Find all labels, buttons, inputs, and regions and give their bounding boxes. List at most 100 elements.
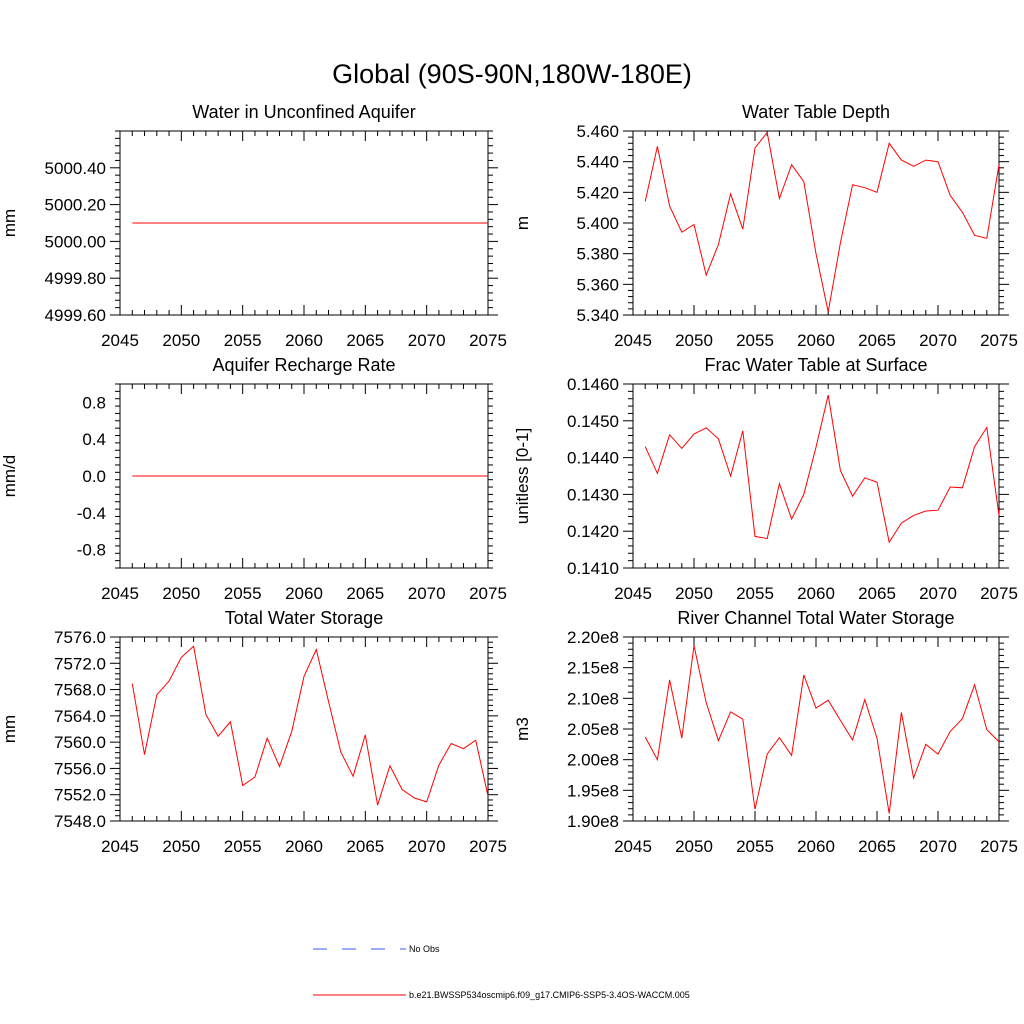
x-tick-label: 2055 — [224, 584, 262, 603]
series-line — [644, 645, 1000, 814]
y-axis-label: mm — [0, 209, 19, 237]
series-line — [131, 645, 489, 806]
y-tick-label: 4999.80 — [45, 269, 106, 288]
y-tick-label: 0.1410 — [567, 559, 619, 578]
x-tick-label: 2070 — [408, 837, 446, 856]
y-tick-label: 2.15e8 — [567, 659, 619, 678]
x-tick-label: 2075 — [469, 837, 507, 856]
x-tick-label: 2045 — [614, 584, 652, 603]
legend-label-model: b.e21.BWSSP534oscmip6.f09_g17.CMIP6-SSP5… — [409, 990, 690, 1000]
y-tick-label: 2.05e8 — [567, 720, 619, 739]
panel-6: River Channel Total Water Storage m3 2045 2… — [513, 608, 1018, 856]
panel-4: Frac Water Table at Surface unitless [0-1… — [513, 355, 1018, 603]
x-tick-label: 2070 — [919, 837, 957, 856]
x-tick-label: 2055 — [224, 331, 262, 350]
x-tick-label: 2065 — [346, 837, 384, 856]
y-tick-label: 0.1450 — [567, 412, 619, 431]
y-tick-label: 0.8 — [82, 393, 106, 412]
x-tick-label: 2045 — [101, 331, 139, 350]
panel-title: River Channel Total Water Storage — [677, 608, 954, 628]
y-axis-label: m3 — [513, 717, 532, 741]
y-tick-label: 0.1420 — [567, 522, 619, 541]
x-tick-label: 2075 — [980, 584, 1018, 603]
x-tick-label: 2065 — [858, 584, 896, 603]
y-tick-label: 4999.60 — [45, 306, 106, 325]
x-tick-label: 2075 — [469, 584, 507, 603]
panel-title: Water Table Depth — [742, 102, 890, 122]
series-line — [644, 394, 1000, 544]
x-tick-label: 2070 — [919, 584, 957, 603]
x-tick-label: 2075 — [469, 331, 507, 350]
panel-5: Total Water Storage mm 2045 2050 2055 2060 206… — [0, 608, 507, 856]
y-tick-label: 7572.0 — [54, 654, 106, 673]
y-axis-label: mm/d — [0, 455, 19, 498]
panel-title: Water in Unconfined Aquifer — [192, 102, 415, 122]
panel-3: Aquifer Recharge Rate mm/d 2045 2050 2055 206… — [0, 355, 507, 603]
x-tick-label: 2065 — [346, 584, 384, 603]
x-tick-label: 2070 — [408, 584, 446, 603]
x-tick-label: 2045 — [101, 584, 139, 603]
x-tick-label: 2050 — [675, 837, 713, 856]
y-tick-label: 2.20e8 — [567, 628, 619, 647]
panel-title: Aquifer Recharge Rate — [212, 355, 395, 375]
y-tick-label: 0.1440 — [567, 449, 619, 468]
x-tick-label: 2045 — [614, 837, 652, 856]
y-axis-label: m — [513, 216, 532, 230]
y-tick-label: 0.0 — [82, 467, 106, 486]
y-tick-label: 7556.0 — [54, 759, 106, 778]
y-tick-label: 5.460 — [576, 122, 619, 141]
x-tick-label: 2075 — [980, 331, 1018, 350]
x-tick-label: 2050 — [162, 837, 200, 856]
figure-title: Global (90S-90N,180W-180E) — [332, 59, 692, 89]
y-tick-label: 2.00e8 — [567, 751, 619, 770]
x-tick-label: 2050 — [162, 584, 200, 603]
y-tick-label: 0.1430 — [567, 485, 619, 504]
x-tick-label: 2070 — [919, 331, 957, 350]
y-tick-label: 1.90e8 — [567, 812, 619, 831]
y-tick-label: -0.4 — [77, 504, 106, 523]
x-tick-label: 2060 — [797, 837, 835, 856]
panels: Water in Unconfined Aquifer mm 2045 2050 205… — [0, 102, 1018, 856]
x-tick-label: 2065 — [858, 331, 896, 350]
x-tick-label: 2045 — [101, 837, 139, 856]
y-tick-label: 0.1460 — [567, 375, 619, 394]
y-tick-label: 5000.40 — [45, 159, 106, 178]
x-tick-label: 2055 — [224, 837, 262, 856]
x-tick-label: 2065 — [346, 331, 384, 350]
y-axis-label: mm — [0, 715, 19, 743]
x-tick-label: 2050 — [675, 584, 713, 603]
y-tick-label: 5.440 — [576, 153, 619, 172]
panel-1: Water in Unconfined Aquifer mm 2045 2050 205… — [0, 102, 507, 350]
y-tick-label: 7568.0 — [54, 681, 106, 700]
x-tick-label: 2060 — [285, 331, 323, 350]
y-tick-label: 5.380 — [576, 245, 619, 264]
x-tick-label: 2070 — [408, 331, 446, 350]
y-tick-label: 5.360 — [576, 275, 619, 294]
y-tick-label: 5000.00 — [45, 232, 106, 251]
x-tick-label: 2075 — [980, 837, 1018, 856]
x-tick-label: 2055 — [736, 837, 774, 856]
x-tick-label: 2050 — [675, 331, 713, 350]
y-tick-label: 1.95e8 — [567, 781, 619, 800]
y-tick-label: 0.4 — [82, 430, 106, 449]
x-tick-label: 2060 — [797, 584, 835, 603]
y-tick-label: 7560.0 — [54, 733, 106, 752]
y-tick-label: 5.420 — [576, 183, 619, 202]
y-tick-label: -0.8 — [77, 541, 106, 560]
series-line — [644, 131, 1000, 313]
x-tick-label: 2055 — [736, 331, 774, 350]
y-tick-label: 7576.0 — [54, 628, 106, 647]
x-tick-label: 2060 — [285, 584, 323, 603]
panel-2: Water Table Depth m 2045 2050 2055 2060 2065 20… — [513, 102, 1018, 350]
x-tick-label: 2065 — [858, 837, 896, 856]
panel-title: Total Water Storage — [225, 608, 383, 628]
panel-title: Frac Water Table at Surface — [704, 355, 927, 375]
legend-label-no-obs: No Obs — [409, 944, 440, 954]
y-tick-label: 7564.0 — [54, 707, 106, 726]
y-tick-label: 7552.0 — [54, 786, 106, 805]
y-tick-label: 7548.0 — [54, 812, 106, 831]
y-tick-label: 5.400 — [576, 214, 619, 233]
x-tick-label: 2060 — [797, 331, 835, 350]
